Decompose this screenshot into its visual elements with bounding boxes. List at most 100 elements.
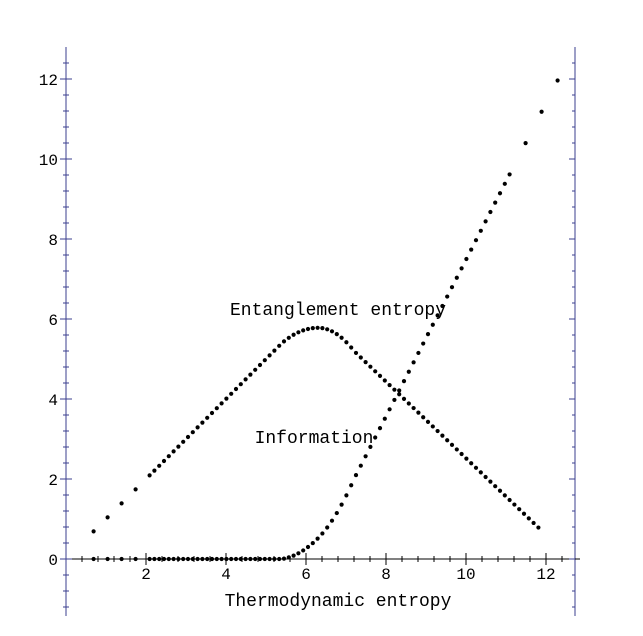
- x-tick-label: 8: [381, 566, 391, 584]
- data-point-entanglement: [435, 428, 440, 434]
- data-point-information: [119, 556, 124, 562]
- data-point-information: [555, 78, 560, 83]
- x-axis-title: Thermodynamic entropy: [225, 592, 452, 612]
- data-point-entanglement: [257, 362, 263, 368]
- data-point-information: [363, 454, 368, 459]
- data-point-information: [469, 247, 474, 252]
- data-point-entanglement: [91, 529, 96, 534]
- y-tick-label: 4: [48, 392, 58, 410]
- data-point-information: [435, 313, 440, 318]
- data-point-information: [416, 350, 421, 356]
- data-point-entanglement: [209, 410, 215, 416]
- data-point-information: [459, 266, 464, 271]
- data-point-information: [157, 556, 162, 562]
- data-point-information: [248, 556, 253, 562]
- data-point-entanglement: [233, 386, 239, 392]
- data-point-information: [507, 172, 512, 177]
- data-point-information: [353, 472, 359, 478]
- data-point-information: [430, 322, 435, 327]
- data-point-entanglement: [214, 406, 219, 411]
- data-point-entanglement: [229, 391, 234, 396]
- data-point-entanglement: [430, 424, 435, 429]
- data-point-entanglement: [411, 405, 416, 411]
- data-point-information: [176, 556, 181, 562]
- data-point-entanglement: [176, 444, 181, 449]
- data-point-information: [454, 275, 459, 280]
- data-point-information: [392, 397, 397, 403]
- data-point-information: [185, 556, 191, 562]
- data-point-information: [305, 544, 311, 550]
- y-tick-label: 6: [48, 312, 58, 330]
- data-point-entanglement: [272, 348, 277, 353]
- data-point-information: [406, 369, 411, 374]
- ticks: 2 4 6 8 10 12 0 2 4 6 8 10 12: [39, 62, 575, 608]
- data-point-information: [397, 388, 402, 393]
- data-point-entanglement: [368, 364, 373, 369]
- data-point-entanglement: [449, 442, 455, 447]
- data-point-information: [91, 556, 96, 562]
- data-point-entanglement: [161, 458, 167, 464]
- data-point-information: [262, 556, 267, 562]
- data-point-entanglement: [526, 516, 531, 521]
- data-point-information: [445, 294, 450, 299]
- data-point-entanglement: [320, 326, 325, 331]
- data-point-information: [166, 556, 171, 562]
- data-point-entanglement: [392, 387, 397, 392]
- data-point-entanglement: [387, 382, 392, 388]
- data-point-entanglement: [277, 343, 282, 348]
- data-point-entanglement: [531, 520, 536, 526]
- data-point-entanglement: [363, 360, 368, 365]
- data-point-entanglement: [205, 415, 210, 420]
- data-point-information: [224, 556, 229, 562]
- data-point-entanglement: [497, 488, 503, 493]
- data-point-entanglement: [478, 470, 483, 475]
- labels: Entanglement entropy Information Thermodyn…: [225, 301, 452, 612]
- data-point-entanglement: [473, 465, 479, 470]
- data-point-entanglement: [382, 378, 387, 383]
- y-tick-label: 12: [39, 72, 58, 90]
- data-point-information: [200, 556, 205, 562]
- data-point-information: [301, 548, 306, 553]
- data-point-entanglement: [243, 377, 248, 382]
- data-point-information: [209, 556, 215, 562]
- data-point-entanglement: [334, 332, 339, 337]
- data-point-information: [425, 332, 431, 337]
- data-point-information: [257, 556, 263, 562]
- data-point-entanglement: [195, 425, 200, 430]
- data-point-entanglement: [512, 502, 517, 507]
- data-point-information: [171, 556, 176, 562]
- data-point-entanglement: [281, 339, 287, 344]
- data-point-information: [219, 556, 224, 562]
- data-point-information: [401, 379, 407, 384]
- data-point-entanglement: [397, 392, 402, 397]
- data-point-information: [105, 556, 110, 562]
- data-point-information: [387, 407, 392, 412]
- data-point-information: [464, 256, 469, 262]
- x-tick-label: 12: [536, 566, 555, 584]
- data-point-information: [539, 109, 544, 114]
- data-point-entanglement: [171, 449, 176, 454]
- data-point-entanglement: [358, 355, 363, 360]
- data-points: [91, 78, 560, 562]
- data-point-information: [502, 181, 507, 186]
- data-point-entanglement: [349, 345, 354, 350]
- data-point-entanglement: [262, 358, 267, 363]
- data-point-entanglement: [224, 396, 229, 401]
- data-point-entanglement: [253, 367, 258, 372]
- data-point-information: [315, 536, 320, 541]
- data-point-information: [368, 444, 373, 449]
- data-point-information: [358, 463, 363, 468]
- data-point-entanglement: [507, 497, 512, 503]
- data-point-entanglement: [353, 350, 359, 356]
- data-point-entanglement: [152, 468, 157, 473]
- data-point-entanglement: [166, 454, 171, 459]
- data-point-information: [377, 426, 383, 431]
- data-point-entanglement: [469, 461, 474, 466]
- data-point-information: [152, 556, 157, 562]
- data-point-entanglement: [425, 419, 431, 424]
- x-tick-label: 10: [456, 566, 475, 584]
- axes: [62, 47, 580, 616]
- data-point-information: [238, 556, 243, 562]
- annotation-information: Information: [255, 429, 374, 449]
- data-point-entanglement: [105, 515, 110, 520]
